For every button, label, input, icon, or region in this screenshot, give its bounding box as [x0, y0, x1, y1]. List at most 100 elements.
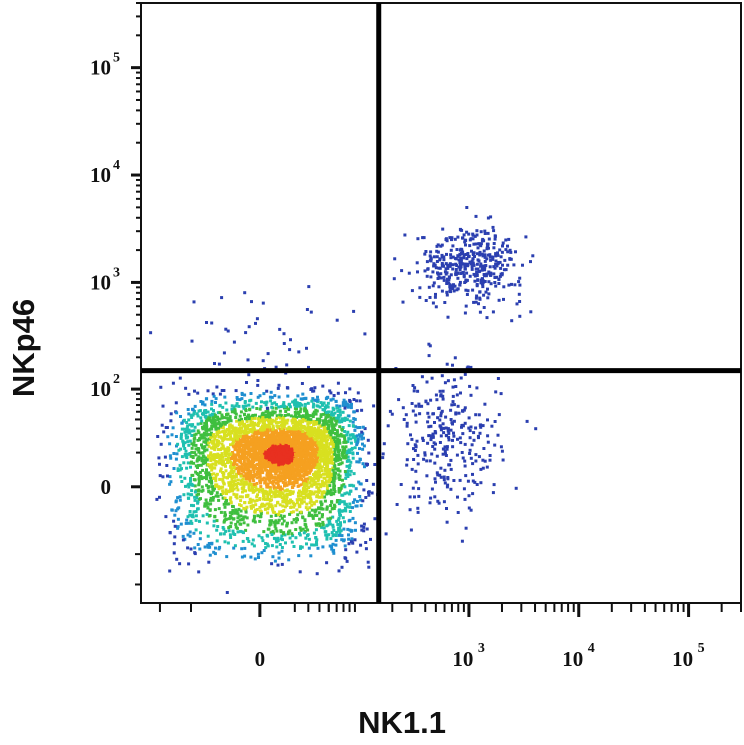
event-dot	[328, 484, 332, 488]
event-dot	[305, 542, 308, 546]
event-dot	[285, 498, 289, 502]
event-dot	[353, 538, 357, 542]
event-dot	[346, 472, 350, 475]
event-dot	[230, 461, 233, 465]
event-dot	[318, 443, 322, 447]
event-dot	[224, 430, 228, 433]
event-dot	[310, 399, 314, 403]
event-dot	[298, 414, 302, 418]
event-dot	[340, 509, 344, 513]
event-dot	[168, 454, 172, 458]
event-dot	[305, 444, 309, 448]
event-dot	[254, 484, 258, 488]
event-dot	[314, 476, 318, 480]
event-dot	[285, 427, 289, 431]
event-dot	[304, 488, 308, 491]
event-dot	[255, 455, 259, 459]
event-dot	[234, 447, 238, 451]
event-dot	[272, 455, 276, 459]
event-dot	[331, 525, 335, 529]
event-dot	[197, 409, 201, 413]
event-dot	[274, 527, 278, 531]
event-dot	[346, 527, 350, 531]
event-dot	[224, 490, 228, 494]
event-dot	[300, 478, 304, 481]
event-dot	[289, 458, 293, 462]
event-dot	[208, 418, 212, 422]
event-dot	[261, 416, 265, 420]
event-dot	[225, 502, 229, 506]
event-dot	[334, 432, 337, 436]
event-dot	[294, 424, 297, 428]
event-dot	[255, 407, 259, 410]
event-dot	[173, 513, 177, 517]
event-dot	[185, 456, 189, 459]
event-dot	[272, 536, 276, 540]
event-dot	[240, 422, 244, 426]
event-dot	[208, 508, 212, 512]
event-dot	[290, 419, 294, 423]
event-dot	[286, 521, 289, 525]
event-dot	[288, 536, 292, 540]
event-dot	[334, 399, 338, 403]
event-dot	[228, 423, 232, 427]
event-dot	[205, 456, 209, 460]
event-dot	[303, 407, 307, 411]
event-dot	[284, 467, 288, 471]
event-dot	[281, 442, 285, 446]
event-dot	[362, 488, 366, 492]
event-dot	[331, 443, 335, 446]
event-dot	[290, 481, 294, 485]
event-dot	[269, 521, 273, 525]
event-dot	[218, 392, 222, 396]
event-dot	[350, 483, 354, 487]
event-dot	[218, 417, 222, 421]
event-dot	[256, 447, 260, 451]
event-dot	[232, 487, 236, 491]
event-dot	[178, 495, 182, 499]
event-dot	[341, 426, 345, 429]
event-dot	[303, 427, 307, 431]
event-dot	[287, 441, 291, 445]
event-dot	[226, 461, 229, 465]
event-dot	[344, 473, 348, 477]
event-dot	[232, 482, 236, 486]
event-dot	[274, 470, 278, 474]
event-dot	[212, 422, 216, 426]
event-dot	[164, 515, 168, 519]
event-dot	[244, 452, 248, 456]
event-dot	[350, 447, 354, 451]
event-dot	[325, 506, 329, 510]
event-dot	[285, 436, 289, 440]
event-dot	[333, 476, 337, 480]
event-dot	[280, 496, 284, 500]
event-dot	[275, 529, 279, 533]
event-dot	[338, 531, 342, 535]
event-dot	[262, 530, 266, 534]
event-dot	[256, 552, 260, 556]
event-dot	[312, 402, 316, 406]
event-dot	[272, 491, 276, 495]
event-dot	[277, 424, 280, 428]
event-dot	[330, 531, 334, 535]
event-dot	[204, 409, 208, 412]
event-dot	[204, 503, 208, 507]
event-dot	[222, 389, 226, 392]
event-dot	[384, 532, 388, 536]
event-dot	[277, 513, 280, 517]
event-dot	[318, 451, 322, 455]
event-dot	[249, 500, 253, 504]
event-dot	[179, 522, 183, 526]
event-dot	[237, 434, 240, 438]
event-dot	[199, 416, 203, 420]
event-dot	[309, 492, 313, 496]
event-dot	[337, 415, 341, 419]
event-dot	[310, 429, 314, 433]
event-dot	[317, 482, 320, 486]
event-dot	[207, 416, 211, 420]
event-dot	[296, 513, 300, 517]
event-dot	[282, 499, 286, 503]
event-dot	[195, 459, 199, 463]
event-dot	[245, 476, 249, 480]
event-dot	[314, 444, 318, 448]
